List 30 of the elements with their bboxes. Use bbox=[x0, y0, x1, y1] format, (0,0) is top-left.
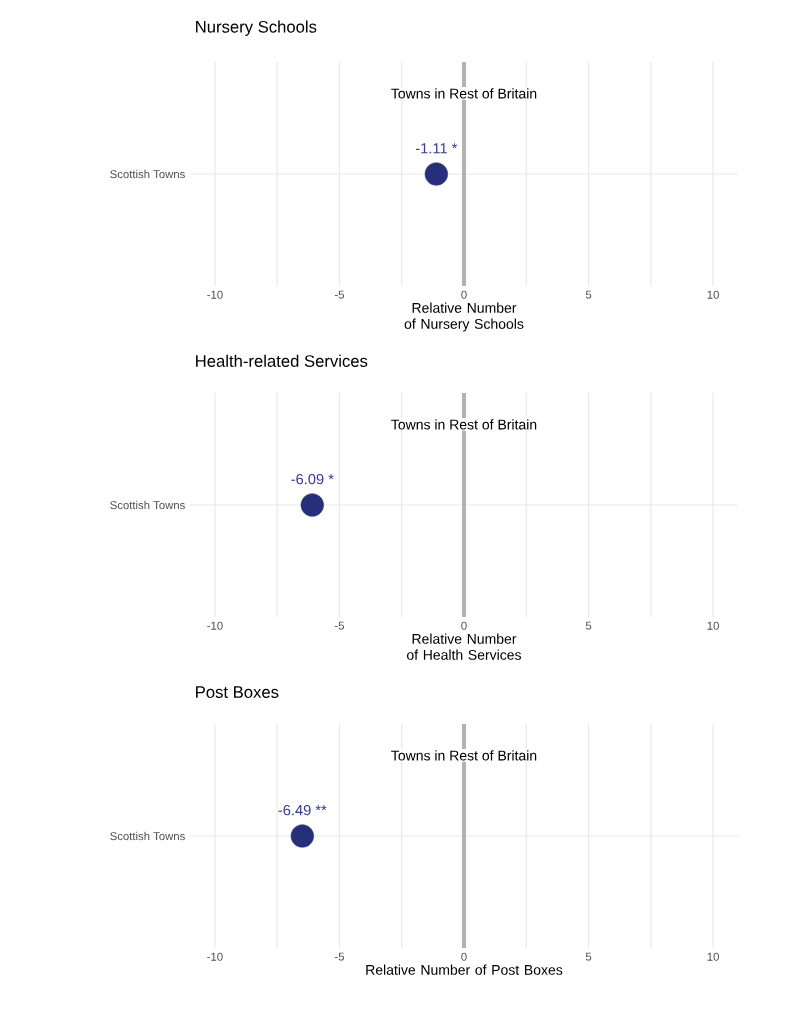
y-tick-label: Scottish Towns bbox=[110, 831, 185, 841]
x-axis-title: Relative Number of Health Services bbox=[407, 633, 522, 660]
x-tick-label: -5 bbox=[334, 290, 345, 299]
x-axis-title: Relative Number of Nursery Schools bbox=[404, 302, 524, 332]
data-label: -6.09 * bbox=[291, 473, 334, 485]
ref-line-label: Towns in Rest of Britain bbox=[391, 419, 537, 430]
y-tick-label: Scottish Towns bbox=[110, 500, 185, 510]
data-label: -1.11 * bbox=[415, 143, 458, 154]
x-tick-label: -10 bbox=[207, 290, 223, 299]
chart-title: Post Boxes bbox=[196, 686, 279, 698]
x-tick-label: 5 bbox=[585, 290, 592, 299]
chart-title: Health-related Services bbox=[196, 354, 368, 367]
x-tick-label: 10 bbox=[707, 290, 719, 299]
x-tick-label: -5 bbox=[334, 952, 345, 961]
y-tick-label: Scottish Towns bbox=[110, 169, 185, 179]
x-axis-title: Relative Number of Post Boxes bbox=[366, 964, 563, 975]
x-tick-label: 5 bbox=[585, 621, 592, 630]
x-tick-label: 0 bbox=[461, 290, 467, 299]
ref-line-label: Towns in Rest of Britain bbox=[391, 88, 537, 99]
x-tick-label: 0 bbox=[461, 621, 467, 630]
x-tick-label: -10 bbox=[207, 621, 223, 630]
x-tick-label: 0 bbox=[461, 952, 467, 961]
x-tick-label: -5 bbox=[334, 621, 345, 630]
x-tick-label: 5 bbox=[585, 952, 592, 961]
x-tick-label: 10 bbox=[707, 621, 719, 630]
x-tick-label: -10 bbox=[207, 952, 223, 961]
data-label: -6.49 ** bbox=[278, 804, 327, 816]
ref-line-label: Towns in Rest of Britain bbox=[391, 750, 537, 761]
x-tick-label: 10 bbox=[707, 952, 719, 961]
chart-title: Nursery Schools bbox=[196, 20, 317, 36]
